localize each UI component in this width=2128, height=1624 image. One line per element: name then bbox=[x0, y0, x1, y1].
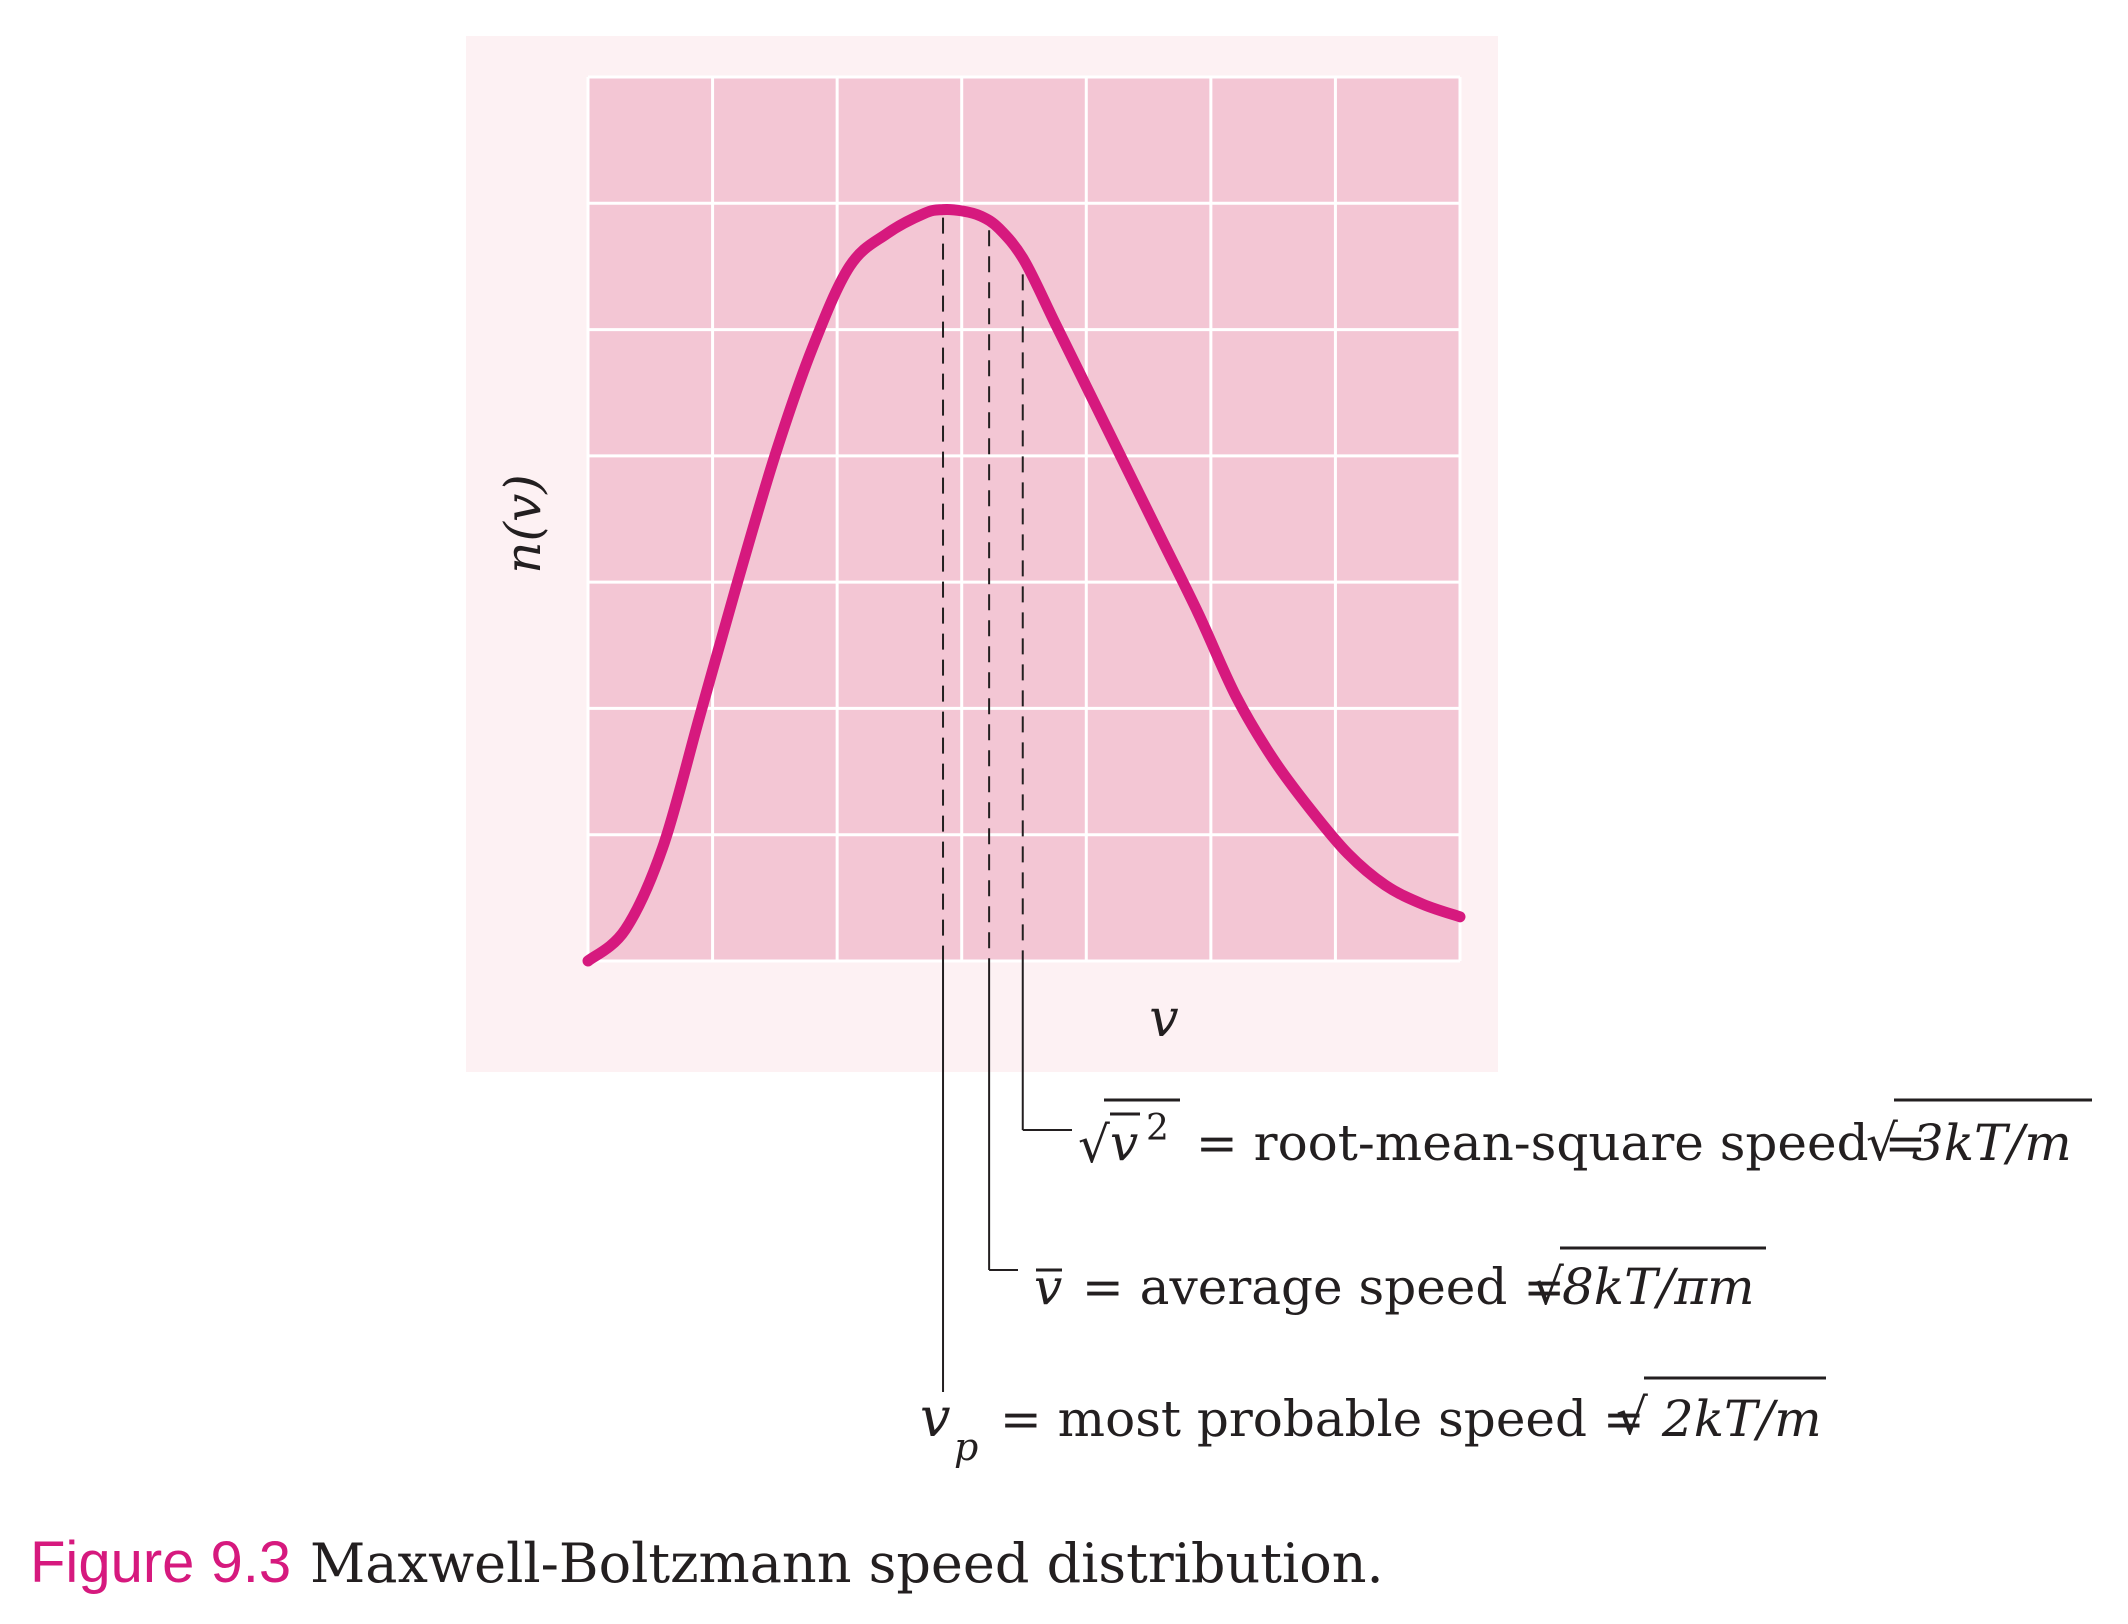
sqrt-radical-icon: √ bbox=[1616, 1388, 1648, 1446]
x-axis-label: v bbox=[1149, 989, 1178, 1049]
vp-formula: 2kT/m bbox=[1646, 1390, 1822, 1448]
avg-formula: 8kT/πm bbox=[1562, 1258, 1755, 1316]
rms-formula: 3kT/m bbox=[1896, 1114, 2072, 1172]
y-axis-label: n(v) bbox=[494, 474, 552, 573]
caption-figure-number: Figure 9.3 bbox=[30, 1530, 291, 1595]
gridlines bbox=[586, 75, 1462, 963]
caption-text: Maxwell-Boltzmann speed distribution. bbox=[310, 1532, 1384, 1595]
avg-description: = average speed = bbox=[1066, 1258, 1565, 1316]
sqrt-radical-icon: √ bbox=[1078, 1116, 1110, 1174]
speed-leader-lines bbox=[942, 217, 1072, 1392]
most-probable-speed-annotation: v p = most probable speed = √ 2kT/m bbox=[920, 1376, 1826, 1469]
vp-subscript: p bbox=[954, 1425, 978, 1469]
figure-caption: Figure 9.3 Maxwell-Boltzmann speed distr… bbox=[30, 1530, 1384, 1595]
rms-symbol: v bbox=[1110, 1114, 1138, 1172]
sqrt-radical-icon: √ bbox=[1866, 1114, 1898, 1172]
avg-symbol: v bbox=[1034, 1258, 1062, 1316]
distribution-curve bbox=[582, 203, 1466, 967]
rms-speed-annotation: √ v 2 = root-mean-square speed = √ 3kT/m bbox=[1078, 1098, 2092, 1174]
vp-description: = most probable speed = bbox=[984, 1390, 1645, 1448]
sqrt-radical-icon: √ bbox=[1532, 1258, 1564, 1316]
rms-description: = root-mean-square speed = bbox=[1180, 1114, 1926, 1172]
rms-exponent: 2 bbox=[1146, 1108, 1169, 1149]
average-speed-annotation: v = average speed = √ 8kT/πm bbox=[1034, 1246, 1766, 1316]
vp-symbol: v bbox=[920, 1386, 951, 1449]
